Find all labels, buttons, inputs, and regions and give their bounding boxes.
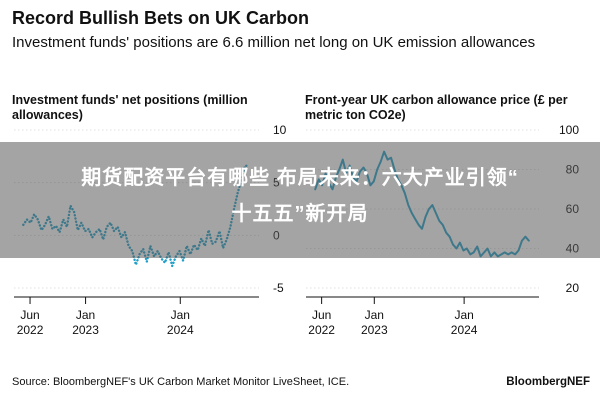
brand-logo: BloombergNEF [506, 376, 590, 388]
x-tick-label: Jan [76, 308, 95, 322]
x-tick-label: 2022 [17, 323, 44, 337]
overlay-text: 期货配资平台有哪些 布局未来：六大产业引领“ 十五五”新开局 [0, 160, 600, 232]
x-tick-label: Jun [20, 308, 39, 322]
x-tick-label: Jan [365, 308, 384, 322]
source-note: Source: BloombergNEF's UK Carbon Market … [12, 376, 350, 388]
chart-title: Record Bullish Bets on UK Carbon [12, 8, 310, 28]
overlay-banner [0, 142, 600, 258]
right-panel-title: Front-year UK carbon allowance price (£ … [305, 93, 568, 122]
x-tick-label: 2023 [72, 323, 99, 337]
x-tick-label: 2024 [451, 323, 478, 337]
x-tick-label: 2022 [308, 323, 335, 337]
x-tick-label: 2024 [167, 323, 194, 337]
chart-subtitle: Investment funds' positions are 6.6 mill… [12, 34, 536, 51]
y-tick-label: 100 [559, 123, 579, 137]
overlay-line-1: 期货配资平台有哪些 布局未来：六大产业引领“ [81, 167, 519, 189]
y-tick-label: -5 [273, 281, 284, 295]
x-tick-label: Jan [171, 308, 190, 322]
x-tick-label: Jun [312, 308, 331, 322]
x-tick-label: Jan [454, 308, 473, 322]
left-panel-title: Investment funds' net positions (million… [12, 93, 248, 122]
y-tick-label: 10 [273, 123, 287, 137]
x-tick-label: 2023 [361, 323, 388, 337]
y-tick-label: 20 [566, 281, 580, 295]
overlay-line-2: 十五五”新开局 [231, 203, 369, 225]
